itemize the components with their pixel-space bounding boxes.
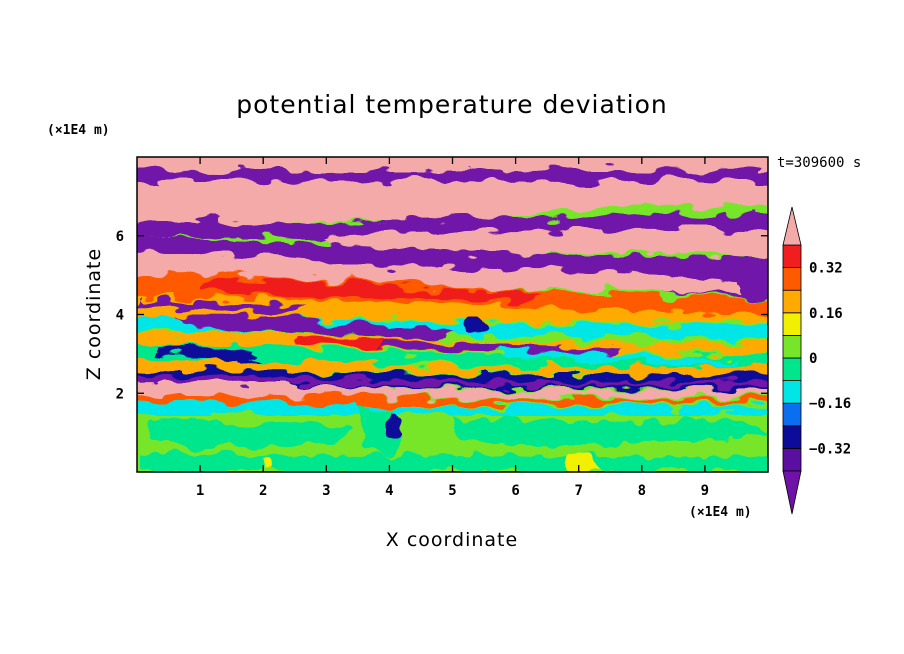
field-blob [262, 457, 274, 472]
colorbar-bin [782, 267, 802, 291]
colorbar-bin [782, 447, 802, 472]
field-band [180, 315, 450, 338]
colorbar-tick-label: 0.16 [809, 306, 843, 322]
chart-title: potential temperature deviation [236, 90, 667, 119]
y-axis: 2 4 6 [116, 229, 768, 402]
colorbar-tick-label: −0.32 [809, 441, 851, 457]
colorbar-bin [782, 244, 802, 269]
colorbar-tick-label: 0.32 [809, 261, 843, 277]
field-blob [150, 418, 348, 449]
field-band [137, 383, 768, 398]
x-tick-label: 4 [385, 483, 393, 499]
field-band [137, 345, 768, 372]
field-band [140, 299, 300, 314]
field-blob [566, 455, 598, 472]
colorbar-tick-label: −0.16 [809, 396, 851, 412]
colorbar-under-triangle [782, 470, 802, 515]
x-tick-label: 7 [574, 483, 582, 499]
y-axis-label: Z coordinate [83, 248, 105, 380]
colorbar-bin [782, 425, 802, 449]
y-axis-units: (×1E4 m) [47, 123, 110, 138]
x-tick-label: 8 [638, 483, 646, 499]
x-tick-label: 3 [322, 483, 330, 499]
x-tick-label: 2 [259, 483, 267, 499]
x-axis-label: X coordinate [386, 529, 518, 551]
field-blob [464, 316, 489, 336]
x-tick-label: 6 [511, 483, 519, 499]
field-blob [450, 418, 768, 446]
field-band [160, 347, 260, 364]
field-band [137, 359, 768, 378]
x-tick-label: 1 [196, 483, 204, 499]
colorbar-over-triangle [782, 206, 802, 246]
colorbar-bin [782, 357, 802, 382]
colorbar-bin [782, 312, 802, 336]
contour-field [137, 157, 768, 472]
field-band [500, 350, 740, 366]
y-tick-label: 4 [116, 308, 124, 324]
field-band [137, 178, 768, 226]
field-band [200, 278, 540, 302]
x-tick-label: 9 [701, 483, 709, 499]
colorbar-bin [782, 334, 802, 359]
field-band [137, 297, 768, 323]
time-label: t=309600 s [777, 155, 861, 171]
x-axis: 1 2 3 4 5 6 7 8 9 [196, 157, 709, 499]
y-tick-label: 6 [116, 229, 124, 245]
colorbar-bin [782, 289, 802, 314]
colorbar-bin [782, 402, 802, 427]
colorbar-tick-label: 0 [809, 351, 817, 367]
y-tick-label: 2 [116, 386, 124, 402]
x-tick-label: 5 [448, 483, 456, 499]
colorbar-bin [782, 380, 802, 404]
field-blob [385, 413, 404, 438]
field-blob [140, 453, 768, 472]
field-band [137, 393, 768, 406]
x-axis-units: (×1E4 m) [689, 505, 752, 520]
field-band [137, 375, 768, 386]
field-band [137, 213, 768, 245]
field-band [137, 401, 768, 416]
colorbar: 0.32 0.16 0 −0.16 −0.32 [782, 206, 851, 515]
